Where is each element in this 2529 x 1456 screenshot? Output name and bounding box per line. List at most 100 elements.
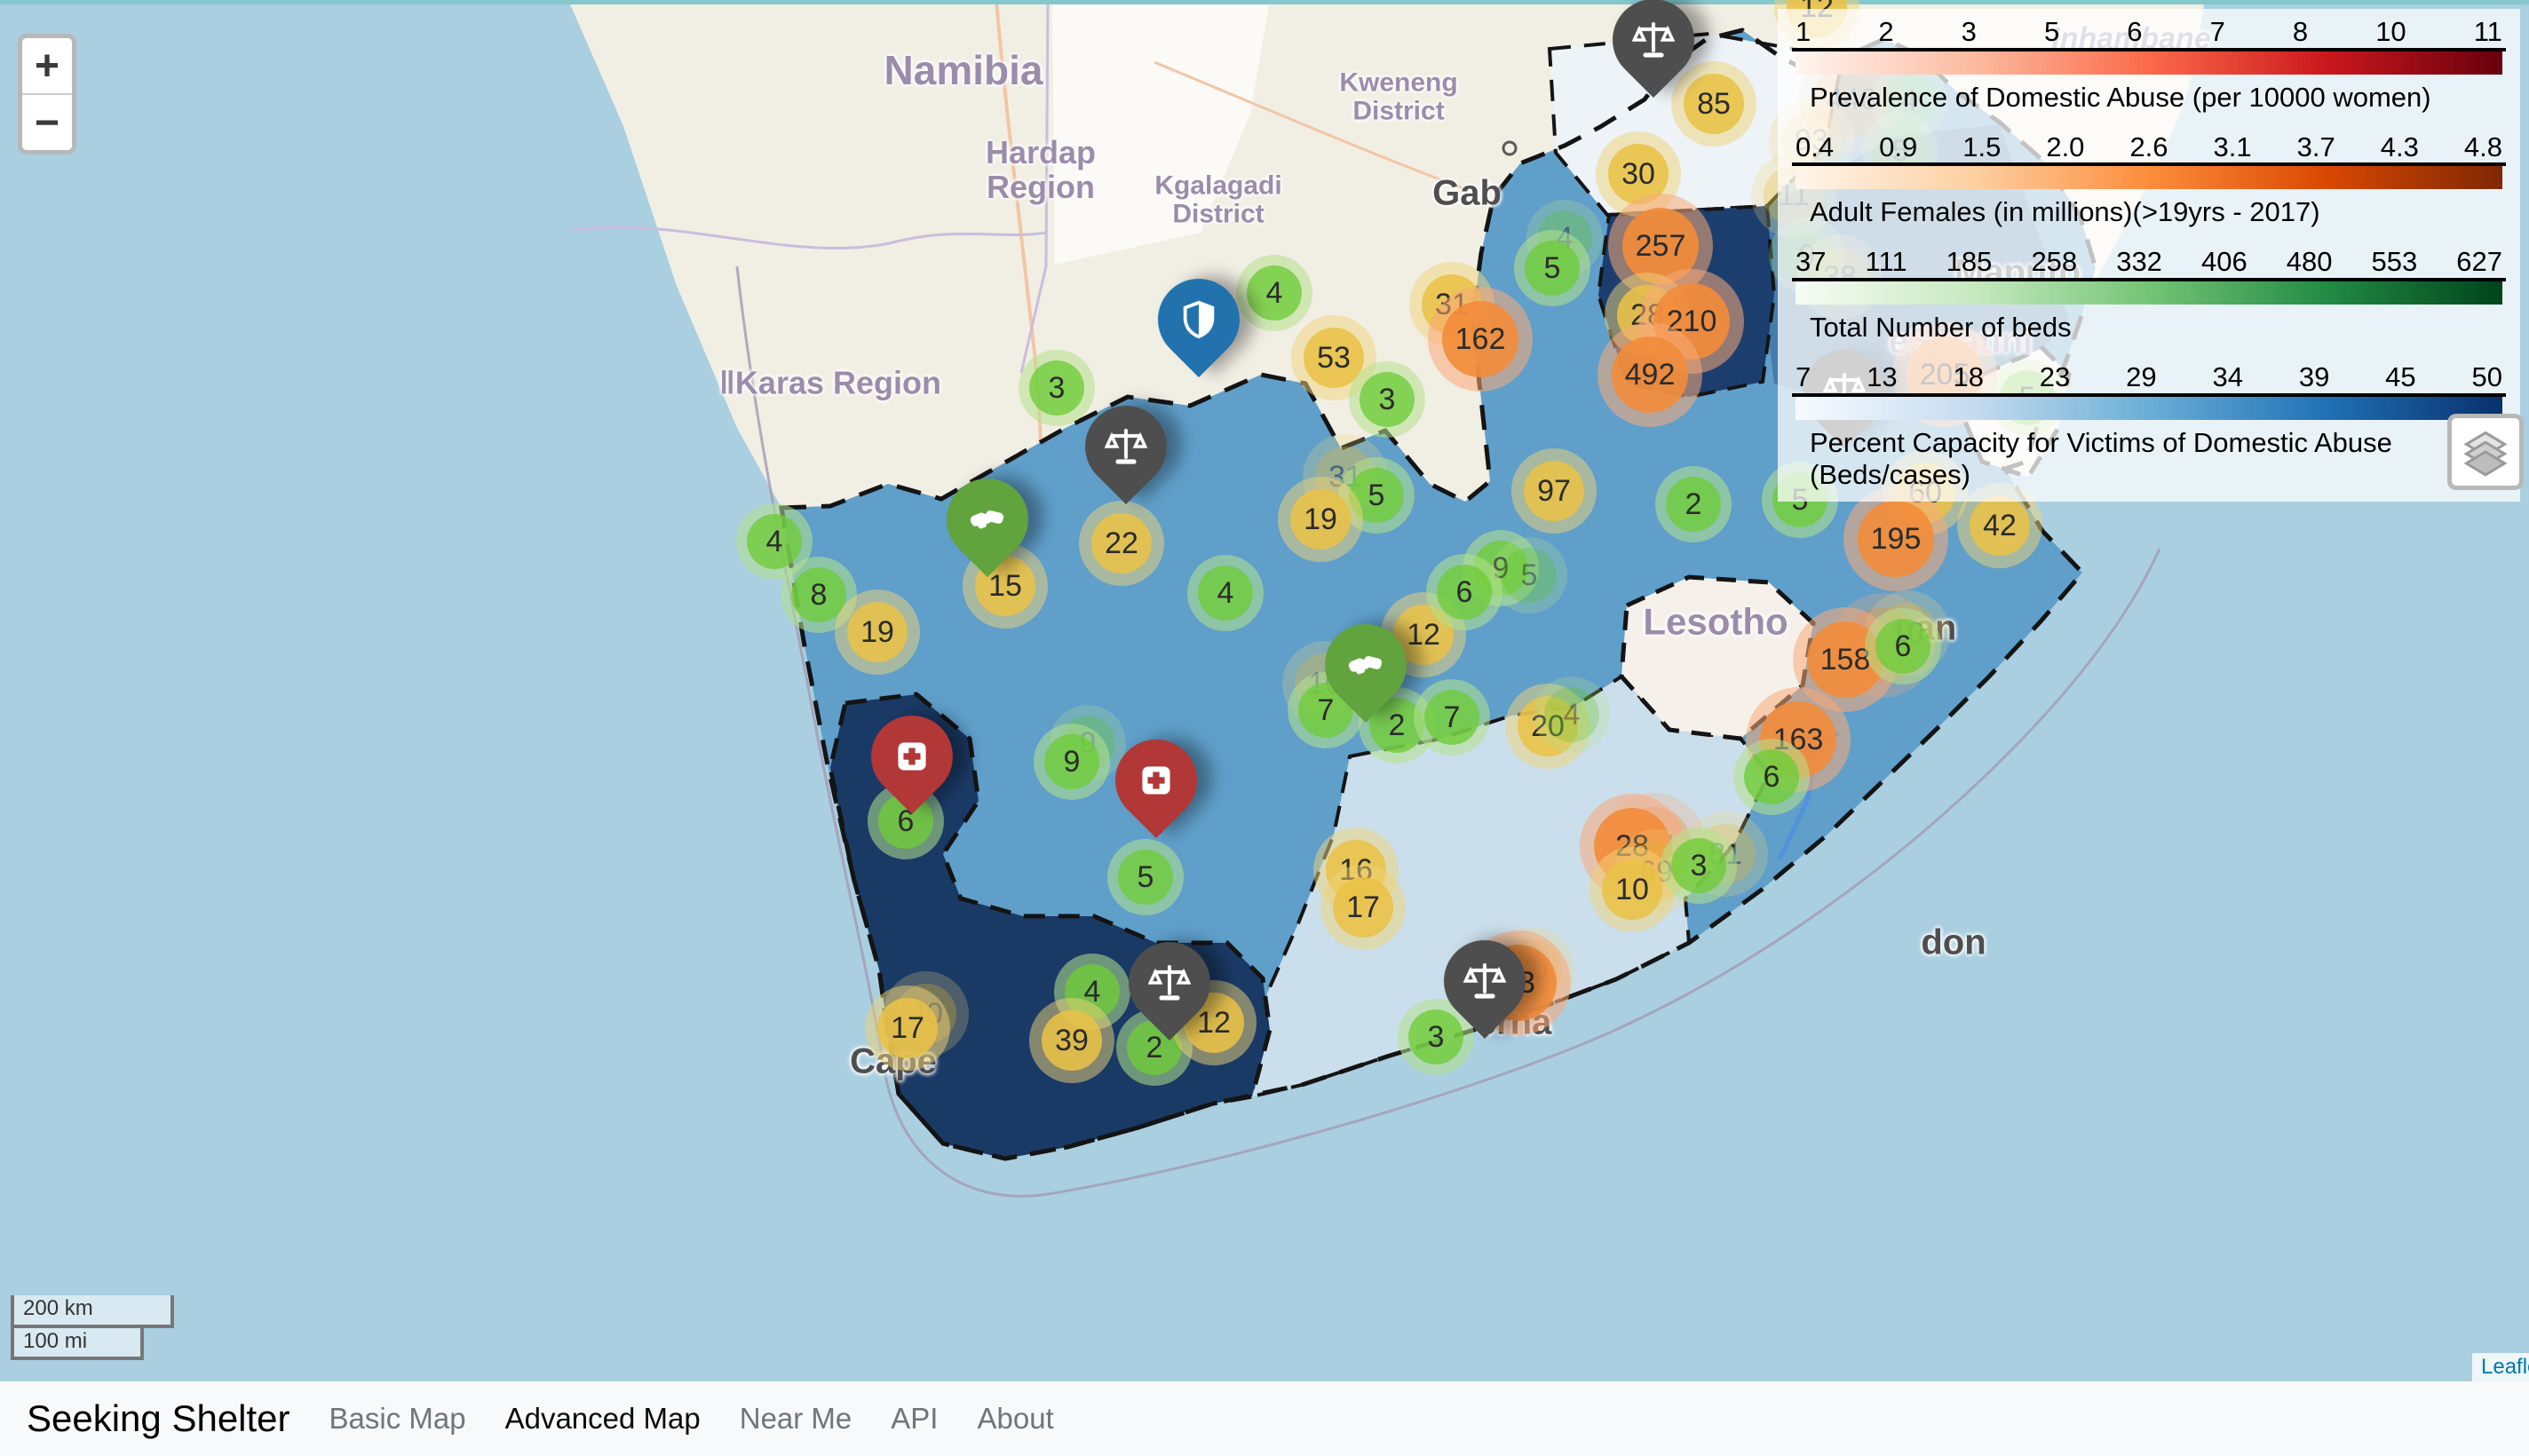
cluster-count: 5 <box>1502 548 1557 603</box>
cluster-count: 17 <box>877 998 938 1058</box>
zoom-in-button[interactable]: + <box>22 38 72 95</box>
legend-tick: 3.1 <box>2213 131 2252 162</box>
cluster-marker[interactable]: 19 <box>835 590 920 675</box>
cluster-count: 7 <box>1298 683 1353 738</box>
cluster-marker[interactable]: 7 <box>1288 672 1364 748</box>
legend-tick: 1.5 <box>1962 131 2002 162</box>
zoom-out-button[interactable]: − <box>22 95 72 150</box>
cluster-marker[interactable]: 3 <box>1398 999 1474 1075</box>
cluster-marker[interactable]: 6 <box>1733 739 1810 815</box>
cluster-count: 19 <box>1290 489 1351 550</box>
cluster-count: 17 <box>1333 877 1393 938</box>
cluster-count: 4 <box>747 514 802 569</box>
cluster-marker[interactable]: 2 <box>1655 466 1732 542</box>
cluster-marker[interactable]: 22 <box>1079 501 1164 586</box>
cluster-count: 5 <box>1525 241 1580 296</box>
admin-border-line <box>1019 0 1050 374</box>
cluster-marker[interactable]: 4 <box>1236 255 1312 331</box>
pin-scales[interactable] <box>1111 924 1228 1041</box>
legend-tick-row: 0.4 0.9 1.5 2.0 2.6 3.1 3.7 4.3 4.8 <box>1792 131 2506 167</box>
pin-handshake[interactable] <box>1307 606 1424 724</box>
pin-scales[interactable] <box>1426 922 1543 1040</box>
cluster-count: 7 <box>1424 690 1479 745</box>
legend-tick: 332 <box>2116 246 2162 278</box>
legend-tick: 553 <box>2371 246 2418 278</box>
pin-medical[interactable] <box>1098 722 1215 839</box>
scales-icon <box>1085 406 1167 487</box>
legend-caption: Prevalence of Domestic Abuse (per 10000 … <box>1810 81 2431 113</box>
cluster-marker[interactable]: 6 <box>1426 554 1502 630</box>
cluster-marker[interactable]: 19 <box>1278 477 1363 562</box>
map-canvas[interactable]: Namibia Hardap Region ǁKaras Region Kweneng… <box>0 0 2529 1381</box>
cluster-marker[interactable]: 6 <box>1865 608 1941 684</box>
nav-link-advanced-map[interactable]: Advanced Map <box>504 1402 701 1435</box>
map-label: Gab <box>1432 173 1502 213</box>
cluster-marker[interactable]: 9 <box>1034 724 1110 800</box>
legend-tick: 185 <box>1946 246 1993 278</box>
nav-link-near-me[interactable]: Near Me <box>739 1402 852 1435</box>
cluster-marker[interactable]: 5 <box>1491 537 1567 613</box>
cluster-count: 4 <box>1247 265 1302 320</box>
nav-link-basic-map[interactable]: Basic Map <box>329 1402 466 1435</box>
cluster-marker[interactable]: 5 <box>1107 839 1184 915</box>
medical-cross-icon <box>1115 740 1197 821</box>
legend-tick: 0.4 <box>1796 131 1835 162</box>
map-top-line <box>0 0 2529 4</box>
cluster-count: 39 <box>1042 1010 1102 1071</box>
cluster-marker[interactable]: 492 <box>1597 322 1702 427</box>
layers-control-button[interactable] <box>2447 414 2524 490</box>
handshake-icon <box>947 479 1028 560</box>
legend-tick: 6 <box>2127 16 2143 47</box>
legend-tick: 37 <box>1796 246 1827 278</box>
cluster-marker[interactable]: 3 <box>1661 827 1737 904</box>
legend-tick: 11 <box>2473 16 2502 47</box>
legend-scale: 37 111 185 258 332 406 480 553 627 Total Number o… <box>1778 239 2520 354</box>
nav-link-about[interactable]: About <box>977 1402 1054 1435</box>
cluster-marker[interactable]: 5 <box>1514 230 1590 306</box>
map-label: Hardap Region <box>985 134 1097 205</box>
cluster-marker[interactable]: 4 <box>1187 555 1264 631</box>
cluster-marker[interactable]: 4 <box>1534 677 1610 753</box>
cluster-marker[interactable]: 17 <box>1320 865 1406 950</box>
cluster-count: 3 <box>1408 1009 1463 1064</box>
legend-tick: 7 <box>2209 16 2225 47</box>
pin-medical[interactable] <box>853 698 971 815</box>
cluster-count: 53 <box>1304 328 1364 388</box>
legend-panel: 1 2 3 5 6 7 8 10 11 Prevalence of Domestic Abuse … <box>1778 9 2520 502</box>
cluster-marker[interactable]: 162 <box>1428 287 1533 392</box>
cluster-marker[interactable]: 7 <box>1414 679 1490 756</box>
pin-handshake[interactable] <box>929 461 1046 578</box>
cluster-count: 5 <box>1349 468 1404 523</box>
cluster-marker[interactable]: 3 <box>1019 350 1095 426</box>
cluster-marker[interactable]: 20 <box>1505 684 1590 769</box>
cluster-marker[interactable]: 17 <box>865 985 950 1071</box>
pin-scales[interactable] <box>1595 0 1712 99</box>
nav-links: Basic Map Advanced Map Near Me API About <box>329 1402 1054 1436</box>
legend-tick: 3.7 <box>2296 131 2335 162</box>
legend-tick-row: 1 2 3 5 6 7 8 10 11 <box>1792 16 2506 51</box>
cluster-count: 22 <box>1091 513 1152 574</box>
cluster-marker[interactable]: 39 <box>1029 998 1114 1083</box>
cluster-marker[interactable]: 97 <box>1511 448 1597 534</box>
legend-gradient-bar <box>1796 166 2502 190</box>
nav-link-api[interactable]: API <box>891 1402 939 1435</box>
cluster-marker[interactable]: 85 <box>1671 61 1756 146</box>
pin-scales[interactable] <box>1067 388 1185 505</box>
pin-shield[interactable] <box>1140 261 1257 378</box>
city-ring-icon <box>1502 140 1518 156</box>
cluster-count: 5 <box>1118 850 1173 905</box>
cluster-marker[interactable]: 195 <box>1843 487 1948 591</box>
legend-caption: Total Number of beds <box>1810 311 2072 343</box>
navbar-brand[interactable]: Seeking Shelter <box>27 1397 290 1439</box>
cluster-marker[interactable]: 10 <box>1590 847 1675 932</box>
legend-caption: Percent Capacity for Victims of Domestic… <box>1810 426 2392 490</box>
legend-tick: 10 <box>2375 16 2406 47</box>
cluster-count: 85 <box>1684 74 1744 134</box>
cluster-count: 195 <box>1858 501 1934 577</box>
legend-tick: 3 <box>1961 16 1977 47</box>
leaflet-attribution-link[interactable]: Leaflet <box>2481 1355 2529 1379</box>
scale-km: 200 km <box>11 1295 174 1328</box>
cluster-count: 19 <box>847 602 908 662</box>
cluster-marker[interactable]: 3 <box>1349 361 1425 438</box>
cluster-count: 97 <box>1524 461 1584 521</box>
